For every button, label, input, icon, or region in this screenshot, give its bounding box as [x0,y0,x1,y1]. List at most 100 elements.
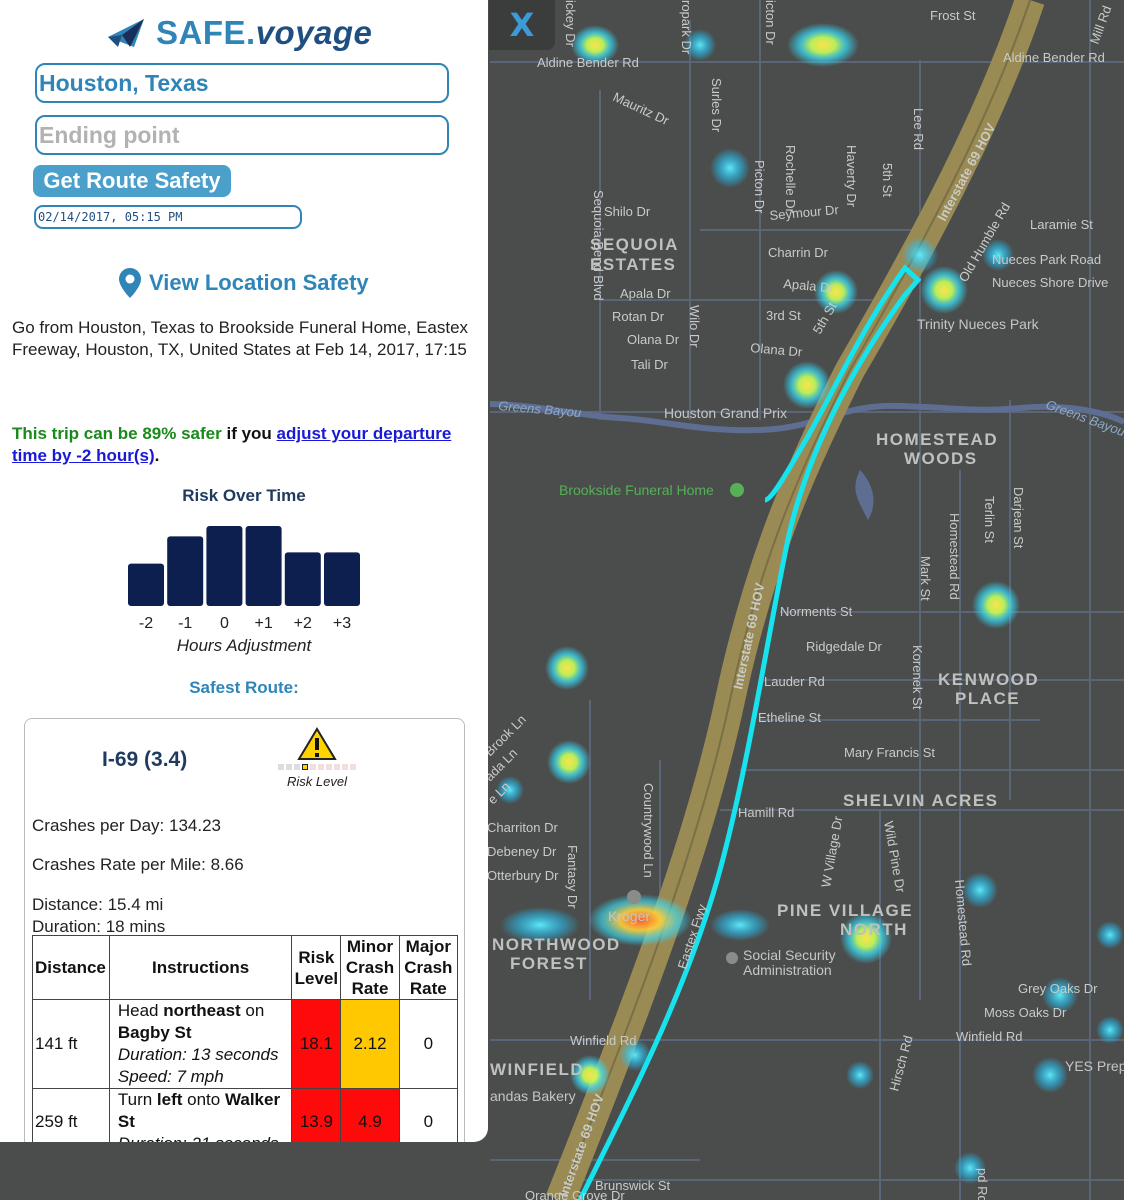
poi-label: Kroger [608,908,650,924]
poi-label: Trinity Nueces Park [917,316,1040,332]
street-label: Moss Oaks Dr [984,1005,1067,1020]
street-label: Rotan Dr [612,309,665,324]
street-label: Frost St [930,8,976,23]
street-label: icton Dr [763,0,778,45]
safest-route-line [577,264,922,1200]
area-label: NORTHWOOD [492,935,621,954]
street-label: Nueces Shore Drive [992,275,1108,290]
column-header: Distance [32,935,110,1000]
step-instruction: Turn left onto Walker St Duration: 21 se… [108,1088,293,1142]
street-label: Korenek St [910,645,925,710]
column-header: Risk Level [291,935,342,1000]
street-label: ropark Dr [679,0,694,55]
directions-table: Distance Instructions Risk Level Minor C… [32,935,459,1142]
risk-chart-title: Risk Over Time [182,486,306,505]
pond [855,470,874,520]
street-label: Seymour Dr [769,202,840,223]
risk-level-scale [271,764,363,770]
risk-over-time-chart: -2 -1 0 +1 +2 +3 [128,526,360,632]
poi-label: Brookside Funeral Home [559,482,714,498]
table-row: 259 ft Turn left onto Walker St Duration… [32,1088,459,1142]
street-label: ickey Dr [563,0,578,48]
street-label: Norments St [780,604,853,619]
street-label: Aldine Bender Rd [537,55,639,70]
table-row: 141 ft Head northeast on Bagby St Durati… [32,999,459,1089]
adjust-departure-link[interactable]: adjust your departure time by -2 hour(s) [12,424,452,465]
column-header: Minor Crash Rate [340,935,400,1000]
minor-streets [490,0,1124,1200]
street-label: Winfield Rd [956,1029,1022,1044]
risk-header-text: Risk Level [294,947,339,988]
street-label: Surles Dr [709,78,724,133]
park-icon [730,483,744,497]
street-label: Ridgedale Dr [806,639,883,654]
view-location-safety-link[interactable]: View Location Safety [119,268,369,298]
safer-suggestion: This trip can be 89% safer if you adjust… [12,424,452,465]
street-label: Lee Rd [911,108,926,150]
trip-description: Go from Houston, Texas to Brookside Fune… [12,318,469,359]
departure-datetime-input[interactable] [34,205,302,229]
start-point-input[interactable] [35,63,449,103]
step-risk-level: 18.1 [291,999,342,1089]
step-major-crash-rate: 0 [398,1088,459,1142]
area-label: HOMESTEAD [876,430,998,449]
end-point-input[interactable] [35,115,449,155]
major-header-text: Major Crash Rate [404,937,453,998]
street-label: Nueces Park Road [992,252,1101,267]
street-label: Apala Dr [620,286,671,301]
street-label: 3rd St [766,308,801,323]
risk-level-label: Risk Level [287,774,347,789]
street-label: Debeney Dr [487,844,557,859]
crash-rate-per-mile: Crashes Rate per Mile: 8.66 [32,855,244,874]
step-minor-crash-rate: 4.9 [340,1088,400,1142]
risk-tick-label: -2 [139,615,153,632]
map-pin-icon [119,268,141,298]
street-label: Charriton Dr [487,820,558,835]
view-location-label: View Location Safety [149,270,369,295]
crash-heatmap [496,23,1124,1184]
route-card: I-69 (3.4) Risk Level Crashes per [24,718,465,1142]
risk-bar [324,552,360,606]
street-label: Orange Grove Dr [525,1188,625,1200]
risk-bar [206,526,243,606]
poi-label: Houston Grand Prix [664,405,787,421]
poi-icon [726,952,738,964]
side-panel: SAFE.voyage Get Route Safety View Locati… [0,0,488,1142]
close-map-button[interactable]: X [489,0,555,50]
area-label: SHELVIN ACRES [843,791,999,810]
risk-bar [284,552,321,606]
area-label: WINFIELD [490,1060,584,1079]
risk-tick-label: 0 [220,615,229,632]
paper-plane-icon [108,19,144,47]
street-label: Terlin St [982,496,997,543]
crashes-per-day: Crashes per Day: 134.23 [32,816,221,835]
risk-bar [167,536,204,606]
street-label: Olana Dr [627,332,680,347]
risk-chart-xlabel: Hours Adjustment [176,636,312,655]
street-label: Otterbury Dr [487,868,559,883]
get-route-safety-button[interactable]: Get Route Safety [33,165,231,197]
route-name: I-69 (3.4) [102,748,188,771]
street-label: Laramie St [1030,217,1093,232]
poi-label: Administration [743,962,832,978]
area-label: PINE VILLAGE [777,901,913,920]
risk-tick-label: +3 [333,615,351,632]
area-label: PLACE [955,689,1020,708]
street-label: Lauder Rd [764,674,825,689]
column-header: Major Crash Rate [398,935,459,1000]
step-distance: 141 ft [32,999,110,1089]
street-label: Sequoia Bend Blvd [591,190,606,301]
street-label: Etheline St [758,710,821,725]
warning-icon [297,727,337,760]
street-label: Mark St [918,556,933,601]
area-label: WOODS [904,449,978,468]
table-header-row: Distance Instructions Risk Level Minor C… [32,935,459,1000]
risk-bar [128,563,164,606]
step-minor-crash-rate: 2.12 [340,999,400,1089]
street-label: Winfield Rd [570,1033,636,1048]
street-label: Brunswick St [595,1178,671,1193]
step-distance: 259 ft [32,1088,110,1142]
street-label: 5th St [880,163,895,197]
step-instruction: Head northeast on Bagby St Duration: 13 … [108,999,293,1089]
street-label: Aldine Bender Rd [1003,50,1105,65]
